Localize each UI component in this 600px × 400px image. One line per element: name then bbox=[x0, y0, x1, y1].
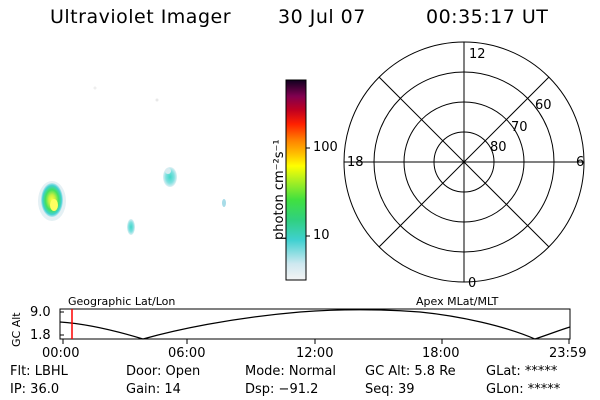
orbit-y-axis-label: GC Alt bbox=[10, 312, 23, 347]
mlt-label-0: 0 bbox=[468, 276, 477, 291]
colorbar-tick-100: 100 bbox=[313, 140, 338, 155]
orbit-x-tick-1200: 12:00 bbox=[296, 346, 334, 361]
orbit-right-title: Apex MLat/MLT bbox=[416, 295, 499, 308]
lat-label-70: 70 bbox=[511, 120, 528, 135]
lat-label-60: 60 bbox=[535, 98, 552, 113]
orbit-left-title: Geographic Lat/Lon bbox=[68, 295, 176, 308]
date-label: 30 Jul 07 bbox=[278, 6, 366, 28]
status-glon: GLon: ***** bbox=[486, 382, 561, 397]
orbit-x-tick-0000: 00:00 bbox=[42, 346, 80, 361]
orbit-x-tick-1800: 18:00 bbox=[422, 346, 460, 361]
status-dsp: Dsp: −91.2 bbox=[245, 382, 319, 397]
status-mode: Mode: Normal bbox=[245, 364, 336, 379]
status-ip: IP: 36.0 bbox=[10, 382, 60, 397]
lat-label-80: 80 bbox=[490, 140, 507, 155]
status-glat: GLat: ***** bbox=[486, 364, 558, 379]
polar-plot bbox=[343, 41, 585, 283]
mlt-label-18: 18 bbox=[347, 155, 364, 170]
orbit-y-tick-1: 1.8 bbox=[30, 328, 51, 343]
status-gain: Gain: 14 bbox=[126, 382, 181, 397]
status-gc-alt: GC Alt: 5.8 Re bbox=[365, 364, 456, 379]
auroral-image bbox=[38, 86, 226, 235]
instrument-title: Ultraviolet Imager bbox=[50, 6, 232, 28]
status-filter: Flt: LBHL bbox=[10, 364, 68, 379]
time-label: 00:35:17 UT bbox=[426, 6, 549, 28]
orbit-x-tick-2359: 23:59 bbox=[549, 346, 587, 361]
orbit-y-tick-9: 9.0 bbox=[30, 305, 51, 320]
orbit-x-tick-0600: 06:00 bbox=[168, 346, 206, 361]
orbit-plot bbox=[59, 308, 571, 344]
mlt-label-6: 6 bbox=[576, 155, 585, 170]
mlt-label-12: 12 bbox=[469, 47, 486, 62]
colorbar bbox=[285, 79, 310, 281]
colorbar-tick-10: 10 bbox=[313, 228, 330, 243]
status-seq: Seq: 39 bbox=[365, 382, 415, 397]
colorbar-unit-label: photon cm⁻²s⁻¹ bbox=[272, 139, 287, 240]
status-door: Door: Open bbox=[126, 364, 201, 379]
altitude-curve bbox=[59, 309, 571, 340]
